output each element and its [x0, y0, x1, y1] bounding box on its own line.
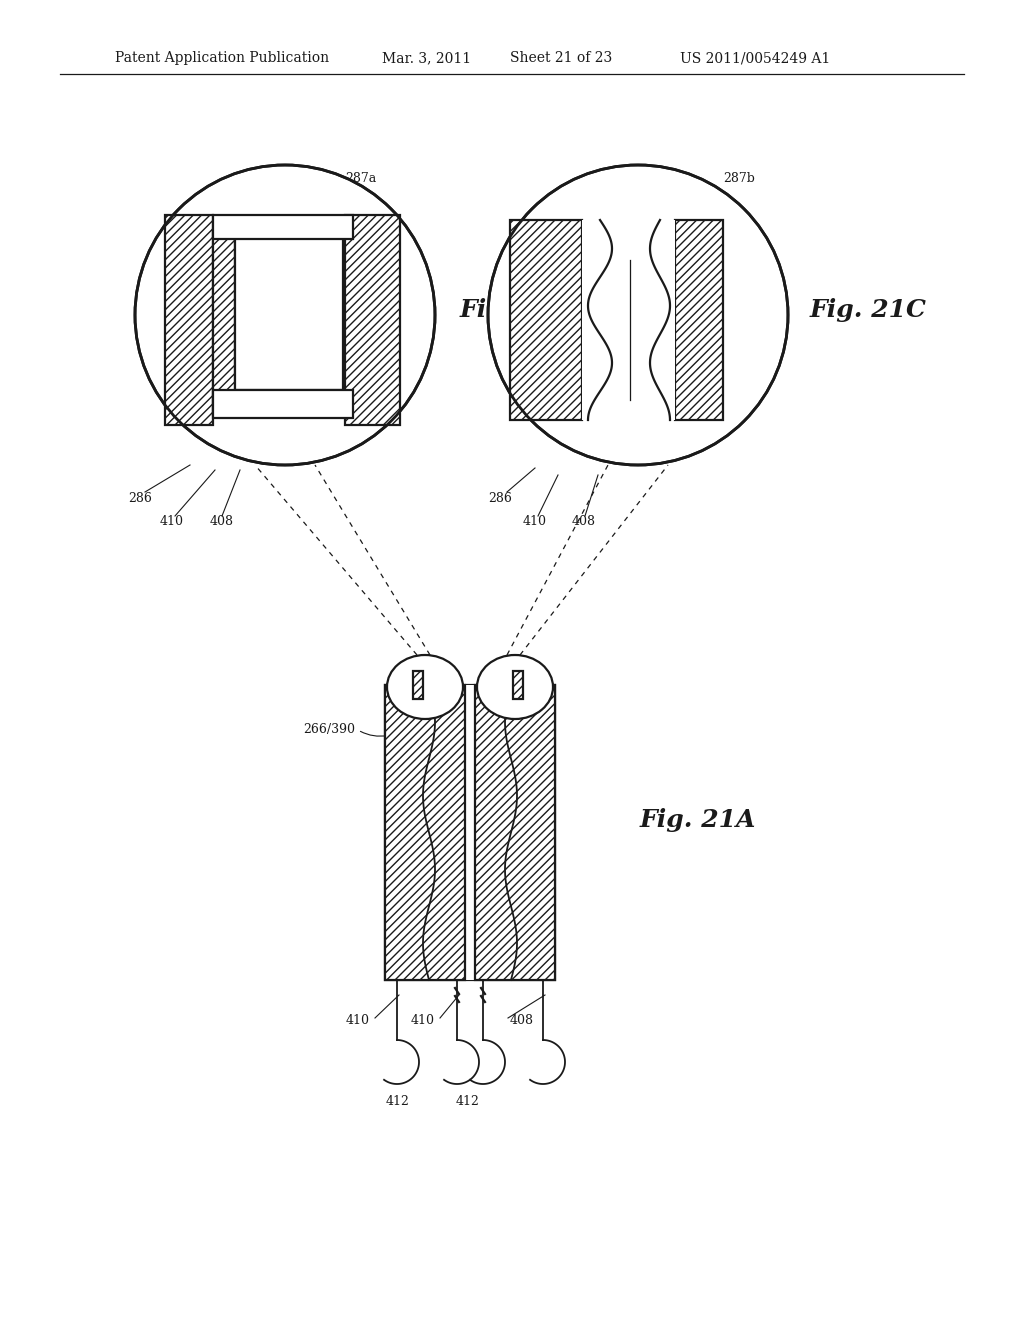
Text: Fig. 21A: Fig. 21A — [640, 808, 757, 832]
Text: 287b: 287b — [723, 172, 755, 185]
Text: US 2011/0054249 A1: US 2011/0054249 A1 — [680, 51, 830, 65]
Bar — [385, 685, 465, 979]
Bar — [475, 685, 555, 979]
Text: Mar. 3, 2011: Mar. 3, 2011 — [382, 51, 471, 65]
Bar — [510, 220, 582, 420]
Bar — [413, 671, 423, 700]
Ellipse shape — [135, 165, 435, 465]
Bar — [345, 215, 400, 425]
Bar — [675, 220, 723, 420]
Bar — [385, 685, 555, 979]
Text: Patent Application Publication: Patent Application Publication — [115, 51, 329, 65]
Text: 286: 286 — [488, 492, 512, 506]
Ellipse shape — [488, 165, 788, 465]
Text: 412: 412 — [386, 1096, 410, 1107]
Ellipse shape — [387, 655, 463, 719]
Text: 408: 408 — [510, 1014, 534, 1027]
Text: 410: 410 — [523, 515, 547, 528]
Bar — [213, 230, 234, 414]
Bar — [675, 220, 723, 420]
Bar — [345, 215, 400, 425]
Text: 287a: 287a — [345, 172, 376, 185]
Bar — [385, 685, 465, 979]
Bar — [582, 220, 675, 420]
Text: 410: 410 — [411, 1014, 435, 1027]
Ellipse shape — [477, 655, 553, 719]
Bar — [475, 685, 555, 979]
Bar — [513, 671, 523, 700]
Text: 410: 410 — [160, 515, 184, 528]
Text: Fig. 21C: Fig. 21C — [810, 298, 927, 322]
Bar — [165, 215, 213, 425]
Text: Sheet 21 of 23: Sheet 21 of 23 — [510, 51, 612, 65]
Bar — [513, 671, 523, 700]
Bar — [510, 220, 582, 420]
Bar — [213, 389, 353, 418]
Text: Fig. 21B: Fig. 21B — [460, 298, 579, 322]
Text: 266/390: 266/390 — [303, 723, 355, 737]
Text: 410: 410 — [346, 1014, 370, 1027]
Bar — [165, 215, 213, 425]
Bar — [413, 671, 423, 700]
Bar — [234, 238, 343, 389]
Text: 412: 412 — [456, 1096, 480, 1107]
Bar — [213, 215, 353, 239]
Text: 286: 286 — [128, 492, 152, 506]
Text: 408: 408 — [572, 515, 596, 528]
Bar — [465, 685, 475, 979]
Text: 408: 408 — [210, 515, 234, 528]
Bar — [213, 230, 234, 414]
